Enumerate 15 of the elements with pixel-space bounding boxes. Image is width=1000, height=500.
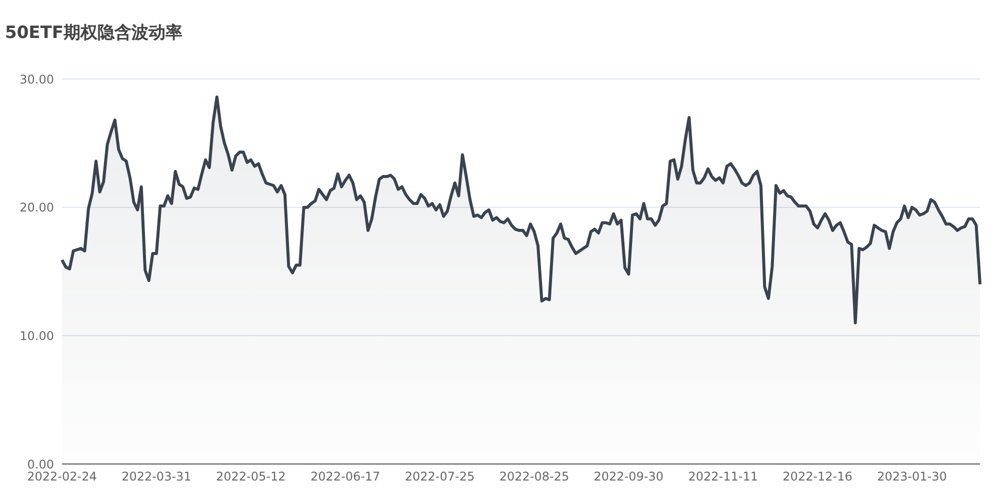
chart-title: 50ETF期权隐含波动率 xyxy=(5,22,182,44)
x-tick-label: 2022-06-17 xyxy=(310,470,380,484)
x-tick-label: 2022-09-30 xyxy=(594,470,664,484)
x-tick-label: 2022-12-16 xyxy=(782,470,852,484)
x-tick-label: 2023-01-30 xyxy=(877,470,947,484)
x-tick-label: 2022-08-25 xyxy=(499,470,570,484)
y-tick-label: 10.00 xyxy=(20,328,54,343)
x-tick-label: 2022-05-12 xyxy=(216,470,286,484)
y-tick-label: 30.00 xyxy=(20,72,54,86)
x-tick-label: 2022-03-31 xyxy=(122,470,192,484)
x-tick-label: 2022-11-11 xyxy=(688,470,758,484)
y-tick-label: 0.00 xyxy=(27,457,54,472)
x-tick-label: 2022-07-25 xyxy=(404,470,475,484)
y-tick-label: 20.00 xyxy=(20,200,54,215)
x-tick-label: 2022-02-24 xyxy=(27,470,97,484)
